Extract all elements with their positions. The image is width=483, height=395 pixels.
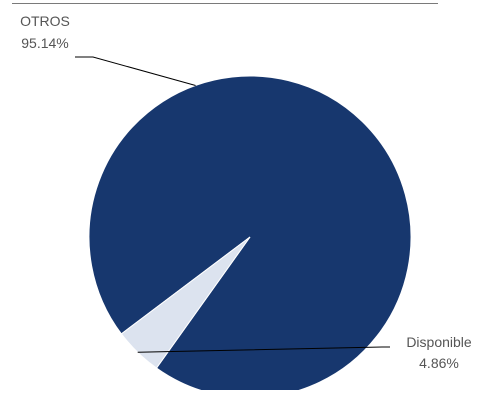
slice-label-otros-value: 95.14% <box>21 35 68 51</box>
labels-layer: OTROS 95.14% Disponible 4.86% <box>20 13 472 371</box>
leader-line-otros <box>75 56 196 86</box>
leader-lines-layer <box>75 56 390 353</box>
slice-label-disponible-value: 4.86% <box>419 355 459 371</box>
slice-label-otros-name: OTROS <box>20 13 70 29</box>
leader-line-disponible <box>137 346 390 353</box>
slice-label-disponible-name: Disponible <box>406 334 472 350</box>
slices-layer <box>88 75 412 395</box>
